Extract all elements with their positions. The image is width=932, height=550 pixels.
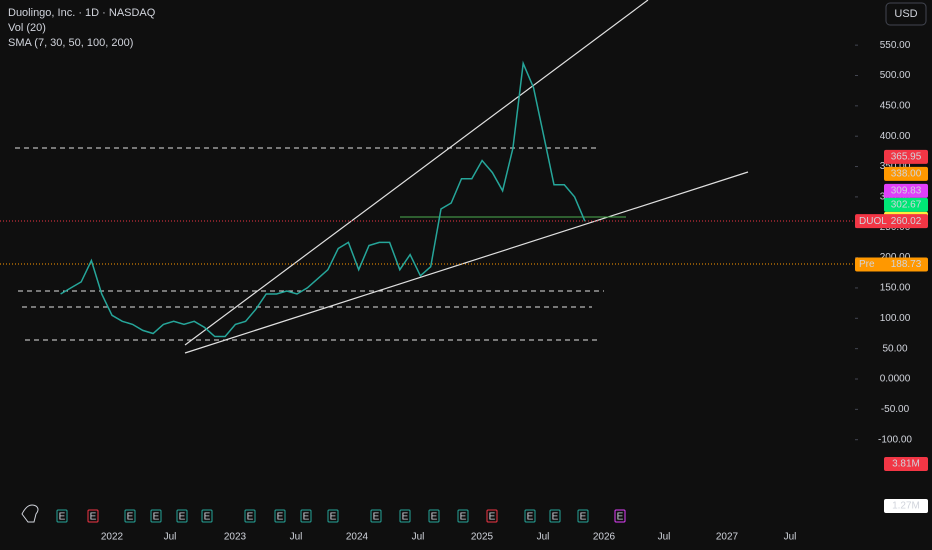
earnings-marker <box>201 509 213 523</box>
currency[interactable]: USD <box>894 8 917 20</box>
x-tick-label: 2026 <box>593 532 616 543</box>
earnings-label: E <box>617 512 624 523</box>
earnings-marker <box>428 509 440 523</box>
price-tag: DUOL <box>859 216 887 227</box>
price-tag-value: 260.02 <box>891 216 922 227</box>
price-label: 302.67 <box>891 200 922 211</box>
earnings-marker <box>549 509 561 523</box>
price-label-box <box>884 197 928 212</box>
earnings-label: E <box>247 512 254 523</box>
earnings-marker <box>244 509 256 523</box>
price-label: 365.95 <box>891 152 922 163</box>
price-label: 309.83 <box>891 186 922 197</box>
y-tick-label: 50.00 <box>882 343 907 354</box>
earnings-label: E <box>90 512 97 523</box>
earnings-label: E <box>460 512 467 523</box>
earnings-marker <box>300 509 312 523</box>
earnings-marker <box>56 509 68 523</box>
price-label-box <box>884 183 928 198</box>
earnings-marker <box>274 509 286 523</box>
x-tick-label: Jul <box>537 532 550 543</box>
volume-label: 3.81M <box>892 459 920 470</box>
x-tick-label: 2023 <box>224 532 247 543</box>
earnings-label: E <box>59 512 66 523</box>
currency-button[interactable] <box>885 2 927 26</box>
logo <box>21 504 39 523</box>
price-tag: Pre <box>859 259 875 270</box>
x-tick-label: Jul <box>164 532 177 543</box>
trend-line <box>184 0 649 346</box>
price-tag-value: 188.73 <box>891 259 922 270</box>
earnings-marker <box>614 509 626 523</box>
x-tick-label: Jul <box>658 532 671 543</box>
earnings-label: E <box>373 512 380 523</box>
x-tick-label: 2025 <box>471 532 494 543</box>
earnings-label: E <box>402 512 409 523</box>
earnings-label: E <box>204 512 211 523</box>
earnings-marker <box>399 509 411 523</box>
earnings-marker <box>486 509 498 523</box>
earnings-label: E <box>153 512 160 523</box>
volume-label-box <box>884 499 928 513</box>
x-tick-label: Jul <box>412 532 425 543</box>
price-label-box <box>884 149 928 164</box>
y-tick-label: 350.00 <box>880 161 911 172</box>
earnings-marker <box>176 509 188 523</box>
indicator: SMA (7, 30, 50, 100, 200) <box>8 37 133 49</box>
earnings-marker <box>87 509 99 523</box>
y-tick-label: 500.00 <box>880 70 911 81</box>
earnings-label: E <box>330 512 337 523</box>
earnings-marker <box>457 509 469 523</box>
earnings-label: E <box>431 512 438 523</box>
y-tick-label: 150.00 <box>880 283 911 294</box>
earnings-marker <box>370 509 382 523</box>
price-tag-box <box>855 257 928 272</box>
x-tick-label: Jul <box>784 532 797 543</box>
price-label-box <box>884 166 928 181</box>
earnings-label: E <box>303 512 310 523</box>
y-tick-label: 0.0000 <box>880 374 911 385</box>
earnings-marker <box>150 509 162 523</box>
earnings-marker <box>577 509 589 523</box>
earnings-label: E <box>127 512 134 523</box>
x-tick-label: 2027 <box>716 532 739 543</box>
y-tick-label: 400.00 <box>880 131 911 142</box>
trend-line <box>184 171 749 354</box>
earnings-marker <box>124 509 136 523</box>
x-tick-label: Jul <box>290 532 303 543</box>
volume-label: 1.27M <box>892 501 920 512</box>
x-tick-label: 2022 <box>101 532 124 543</box>
earnings-label: E <box>277 512 284 523</box>
earnings-label: E <box>552 512 559 523</box>
price-label: 338.00 <box>891 168 922 179</box>
y-tick-label: 450.00 <box>880 100 911 111</box>
earnings-marker <box>327 509 339 523</box>
indicator: Vol (20) <box>8 22 46 34</box>
y-tick-label: 550.00 <box>880 40 911 51</box>
earnings-label: E <box>580 512 587 523</box>
y-tick-label: -50.00 <box>881 404 910 415</box>
volume-label-box <box>884 457 928 471</box>
earnings-label: E <box>527 512 534 523</box>
y-tick-label: 100.00 <box>880 313 911 324</box>
earnings-label: E <box>489 512 496 523</box>
price-line <box>60 60 586 338</box>
earnings-marker <box>524 509 536 523</box>
price-tag-box <box>855 214 928 229</box>
x-tick-label: 2024 <box>346 532 369 543</box>
y-tick-label: -100.00 <box>878 434 912 445</box>
chart-title: Duolingo, Inc. · 1D · NASDAQ <box>8 7 156 19</box>
earnings-label: E <box>179 512 186 523</box>
